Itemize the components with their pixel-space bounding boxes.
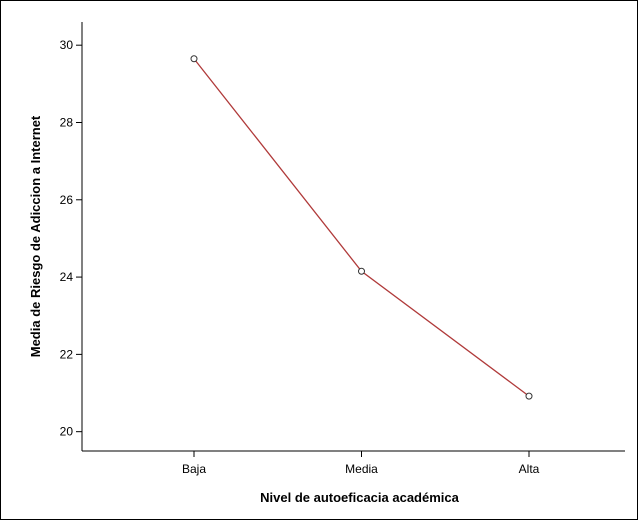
y-tick-label: 22 <box>60 347 74 361</box>
chart-series <box>190 55 533 400</box>
series-line <box>193 58 530 397</box>
x-tick-label: Media <box>345 462 378 476</box>
y-axis-title: Media de Riesgo de Adiccion a Internet <box>28 115 43 357</box>
x-tick-label: Alta <box>519 462 540 476</box>
data-point <box>525 392 533 400</box>
chart-axes <box>81 22 625 452</box>
y-tick-label: 30 <box>60 38 74 52</box>
y-tick-label: 24 <box>60 270 74 284</box>
y-tick-label: 28 <box>60 115 74 129</box>
y-tick-label: 20 <box>60 425 74 439</box>
data-point <box>358 267 365 275</box>
y-axis-ticks: 20 22 24 26 28 30 <box>60 38 82 439</box>
x-axis-title: Nivel de autoeficacia académica <box>260 490 459 505</box>
data-point <box>190 55 198 63</box>
y-tick-label: 26 <box>60 193 74 207</box>
x-tick-label: Baja <box>182 462 206 476</box>
x-axis-ticks: Baja Media Alta <box>182 451 540 476</box>
